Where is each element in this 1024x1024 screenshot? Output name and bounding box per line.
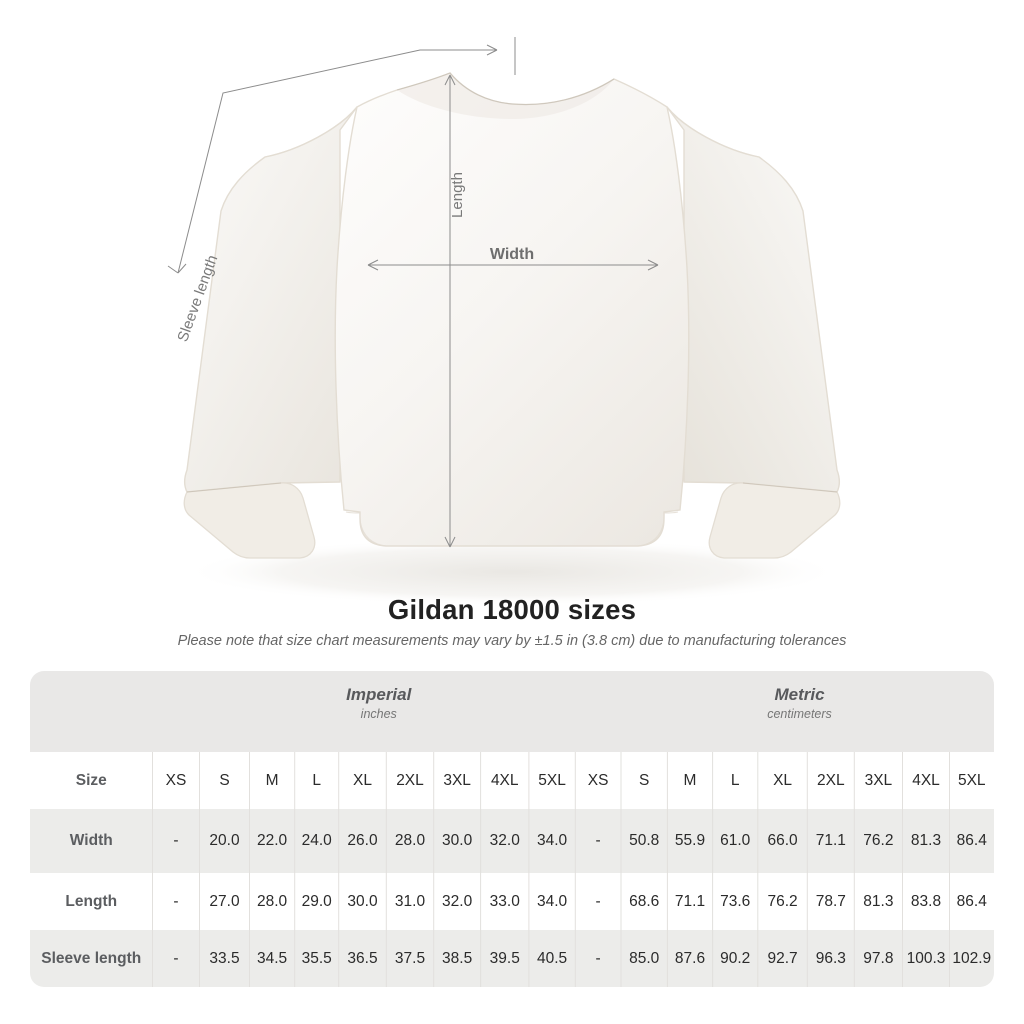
- svg-text:Length: Length: [449, 172, 466, 218]
- svg-text:Width: Width: [490, 246, 534, 263]
